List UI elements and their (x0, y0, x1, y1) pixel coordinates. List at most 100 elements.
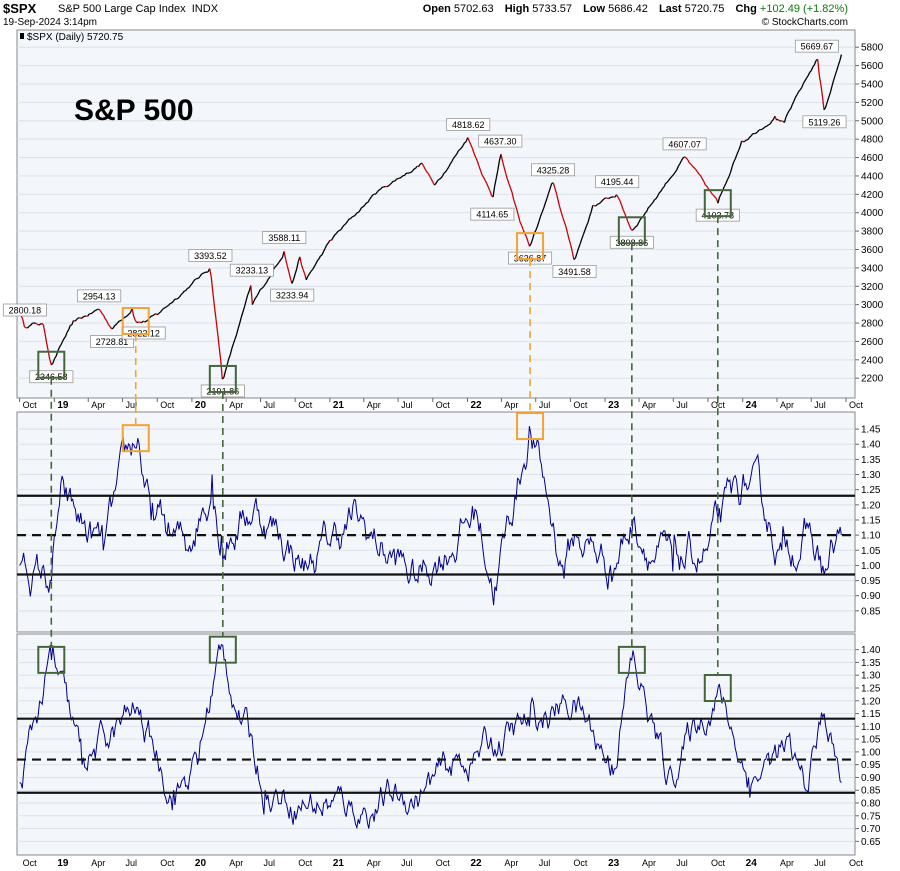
price-line-segment (158, 311, 161, 314)
price-line-segment (394, 178, 397, 182)
price-annotation-label: 4818.62 (452, 120, 485, 130)
price-annotation-box (262, 231, 307, 244)
indicator-tick-label: 1.40 (861, 645, 881, 656)
price-line-segment (623, 212, 627, 217)
price-line-segment (443, 171, 446, 174)
price-line-segment (584, 225, 588, 231)
x-tick-label: Apr (504, 400, 518, 410)
price-line-segment (544, 198, 548, 204)
x-tick-label: Oct (573, 400, 588, 410)
x-tick-label: Oct (436, 858, 451, 868)
price-line-segment (791, 100, 795, 105)
price-annotation-box (478, 134, 523, 148)
price-line-segment (631, 228, 635, 231)
price-line-segment (185, 287, 189, 291)
price-line-segment (473, 153, 477, 158)
price-line-segment (234, 334, 238, 340)
price-line-segment (763, 126, 766, 129)
price-line-segment (459, 147, 462, 151)
price-tick-label: 4400 (861, 171, 884, 182)
price-line-segment (259, 287, 263, 290)
price-line-segment (579, 238, 583, 245)
price-line-segment (829, 86, 833, 93)
price-line-segment (563, 221, 567, 227)
price-line-segment (585, 222, 589, 227)
price-line-segment (823, 107, 827, 111)
price-line-segment (342, 224, 345, 228)
price-line-segment (82, 315, 85, 318)
price-line-segment (362, 204, 366, 208)
price-line-segment (666, 179, 670, 183)
price-line-segment (243, 300, 247, 308)
panel-frame-3 (16, 633, 856, 856)
price-line-segment (166, 304, 169, 308)
price-line-segment (35, 322, 38, 325)
indicator-line (19, 426, 842, 606)
price-line-segment (80, 316, 84, 319)
price-line-segment (598, 201, 602, 205)
price-line-segment (177, 296, 181, 299)
overlay-title: S&P 500 (74, 94, 194, 127)
x-tick-label: Jul (126, 858, 138, 868)
price-line-segment (608, 197, 611, 200)
price-line-segment (220, 360, 223, 380)
indicator-tick-label: 0.65 (861, 837, 881, 848)
price-line-segment (600, 200, 603, 203)
price-line-segment (191, 280, 195, 284)
price-line-segment (699, 175, 703, 179)
x-tick-label: Apr (367, 400, 381, 410)
price-line-segment (652, 199, 656, 203)
price-line-segment (464, 141, 467, 144)
price-line-segment (288, 271, 292, 279)
price-line-segment (460, 145, 464, 149)
price-tick-label: 4600 (861, 153, 884, 164)
price-line-segment (66, 329, 70, 333)
price-line-segment (266, 278, 269, 283)
price-line-segment (304, 273, 307, 280)
panel-frame-2 (16, 411, 856, 633)
price-line-segment (547, 188, 551, 194)
price-line-segment (115, 322, 119, 325)
price-line-segment (769, 120, 773, 125)
price-line-segment (377, 189, 380, 193)
price-line-segment (647, 205, 651, 209)
price-line-segment (483, 177, 486, 181)
price-line-segment (426, 171, 429, 174)
price-line-segment (340, 226, 344, 230)
price-line-segment (193, 278, 196, 282)
price-line-segment (316, 258, 320, 262)
indicator-tick-label: 1.05 (861, 735, 881, 746)
price-line-segment (671, 174, 675, 177)
price-line-segment (601, 198, 605, 201)
price-line-segment (798, 89, 801, 93)
price-line-segment (662, 186, 665, 189)
x-tick-label: Jul (401, 400, 413, 410)
price-line-segment (179, 294, 182, 298)
price-line-segment (71, 320, 75, 326)
x-tick-label: Apr (91, 400, 105, 410)
price-line-segment (457, 149, 461, 152)
price-line-segment (749, 135, 752, 138)
price-line-segment (644, 211, 648, 214)
price-tick-label: 3200 (861, 282, 884, 293)
indicator-tick-label: 1.25 (861, 684, 881, 695)
price-line-segment (353, 214, 356, 217)
legend-swatch-icon (20, 33, 24, 39)
price-line-segment (481, 174, 485, 178)
price-line-segment (302, 269, 306, 275)
indicator-tick-label: 1.45 (861, 425, 881, 436)
price-line-segment (199, 273, 203, 277)
price-line-segment (433, 182, 437, 186)
price-line-segment (771, 119, 774, 122)
price-line-segment (809, 70, 812, 73)
price-line-segment (256, 292, 260, 297)
price-line-segment (620, 204, 624, 210)
price-line-segment (712, 194, 716, 198)
price-tick-label: 4200 (861, 190, 884, 201)
price-line-segment (73, 319, 76, 322)
price-line-segment (331, 237, 334, 241)
price-annotation-box (802, 115, 847, 129)
price-line-segment (229, 348, 233, 355)
price-line-segment (628, 224, 632, 230)
